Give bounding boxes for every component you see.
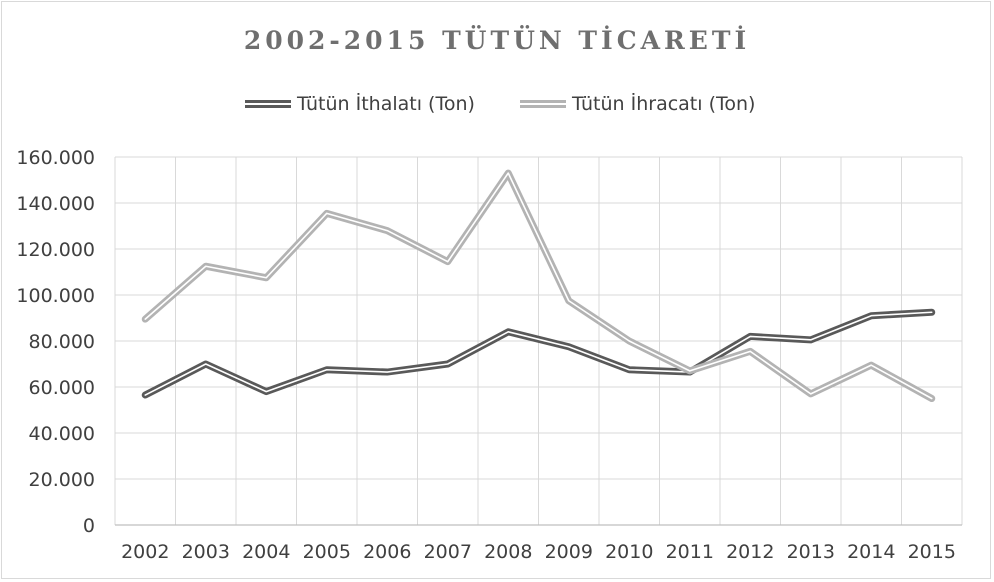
legend-swatch-import	[245, 100, 291, 108]
x-tick-label: 2011	[666, 541, 714, 563]
y-tick-label: 120.000	[16, 239, 95, 261]
y-tick-label: 80.000	[29, 331, 95, 353]
y-tick-label: 60.000	[29, 377, 95, 399]
x-tick-label: 2010	[605, 541, 653, 563]
y-tick-label: 40.000	[29, 423, 95, 445]
legend-label-import: Tütün İthalatı (Ton)	[297, 93, 475, 115]
y-tick-label: 0	[83, 515, 95, 537]
y-tick-label: 20.000	[29, 469, 95, 491]
x-tick-label: 2002	[121, 541, 169, 563]
x-tick-label: 2003	[182, 541, 230, 563]
series-line-inner-0	[144, 311, 933, 396]
y-tick-label: 140.000	[16, 193, 95, 215]
x-tick-label: 2014	[847, 541, 895, 563]
x-tick-label: 2009	[545, 541, 593, 563]
x-tick-label: 2005	[303, 541, 351, 563]
x-tick-label: 2012	[726, 541, 774, 563]
x-tick-label: 2006	[363, 541, 411, 563]
legend-label-export: Tütün İhracatı (Ton)	[572, 93, 756, 115]
x-tick-label: 2007	[424, 541, 472, 563]
series-line-inner-1	[144, 172, 933, 400]
legend-item-export: Tütün İhracatı (Ton)	[520, 90, 755, 118]
y-tick-label: 160.000	[16, 147, 95, 169]
x-tick-label: 2015	[908, 541, 956, 563]
legend-swatch-export	[520, 100, 566, 108]
x-tick-label: 2004	[242, 541, 290, 563]
x-tick-label: 2008	[484, 541, 532, 563]
legend-item-import: Tütün İthalatı (Ton)	[245, 90, 475, 118]
x-tick-label: 2013	[787, 541, 835, 563]
chart-title: 2002-2015 TÜTÜN TİCARETİ	[243, 26, 751, 55]
y-tick-label: 100.000	[16, 285, 95, 307]
